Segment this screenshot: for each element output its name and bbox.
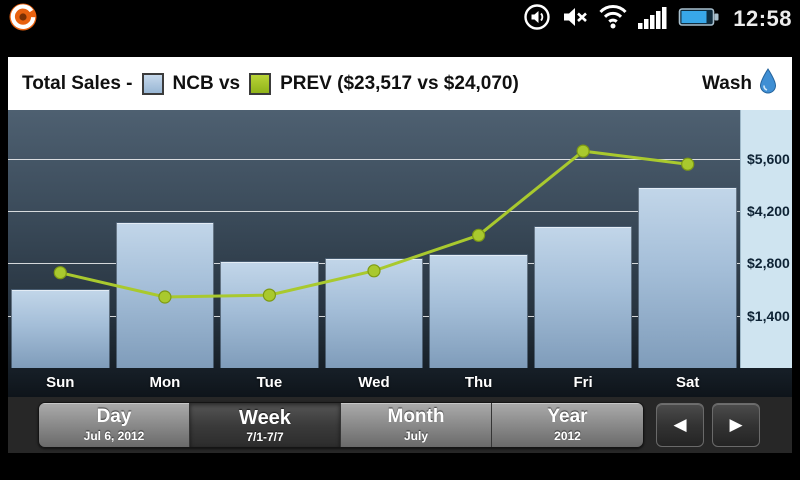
x-label-wed: Wed [358,374,390,391]
week-button-label: Week [239,406,291,429]
gridline [8,158,740,160]
x-label-mon: Mon [149,374,181,391]
ncb-legend-label: NCB vs [172,72,241,94]
period-toolbar: Day Jul 6, 2012 Week 7/1-7/7 Month July … [8,397,792,453]
clock: 12:58 [733,6,792,31]
mute-icon [561,3,589,36]
year-button-label: Year [547,406,588,428]
x-label-thu: Thu [464,374,493,391]
wash-category-selector[interactable]: Wash [702,67,778,100]
day-button-sub: Jul 6, 2012 [83,428,145,443]
line-marker [576,144,590,158]
x-axis-labels: Sun Mon Tue Wed Thu Fri Sat [8,368,740,397]
battery-icon [678,5,720,34]
year-button[interactable]: Year 2012 [492,403,643,447]
app-notification-icon [8,2,38,37]
wifi-icon [598,3,628,35]
week-button-sub: 7/1-7/7 [246,429,284,444]
gridline [8,211,740,212]
bar-sun [11,289,110,368]
y-tick-label: $2,800 [747,255,790,272]
media-volume-icon [522,2,552,37]
prev-legend-swatch [249,72,272,95]
y-tick-label: $4,200 [747,203,790,219]
line-marker [472,228,486,242]
month-button-sub: July [403,428,428,443]
line-marker [681,157,695,171]
bar-tue [220,261,319,368]
sales-chart: $1,400 $2,800 $4,200 $5,600 Sun Mon Tue Wed Thu… [8,110,792,397]
year-button-sub: 2012 [554,428,581,443]
week-button[interactable]: Week 7/1-7/7 [190,403,341,447]
next-period-button[interactable]: ▶ [712,403,760,447]
bar-fri [533,226,633,368]
signal-icon [637,4,669,35]
status-icons: 12:58 [522,2,792,37]
previous-period-button[interactable]: ◀ [656,403,704,447]
bar-wed [324,258,424,368]
bar-mon [115,222,215,368]
page-title: Total Sales - [22,72,133,94]
wash-label: Wash [702,72,752,94]
x-label-tue: Tue [256,374,283,391]
chart-legend-header: Total Sales - NCB vs PREV ($23,517 vs $2… [8,57,792,110]
y-tick-label: $1,400 [747,307,790,324]
period-segmented-control: Day Jul 6, 2012 Week 7/1-7/7 Month July … [38,402,644,448]
month-button[interactable]: Month July [341,403,492,447]
ncb-legend-swatch [141,72,164,95]
y-axis-panel: $1,400 $2,800 $4,200 $5,600 [740,110,792,368]
status-bar[interactable]: 12:58 [0,0,800,38]
prev-legend-label: PREV ($23,517 vs $24,070) [280,72,519,94]
x-label-fri: Fri [573,374,593,391]
day-button[interactable]: Day Jul 6, 2012 [39,403,190,447]
y-tick-label: $5,600 [747,150,790,167]
chart-plot [8,110,740,368]
day-button-label: Day [96,406,132,428]
bar-thu [429,254,528,368]
x-label-sun: Sun [46,374,75,391]
bar-sat [638,187,737,368]
x-label-sat: Sat [676,374,700,391]
line-marker [53,266,67,280]
water-drop-icon [758,67,778,100]
month-button-label: Month [387,406,445,428]
